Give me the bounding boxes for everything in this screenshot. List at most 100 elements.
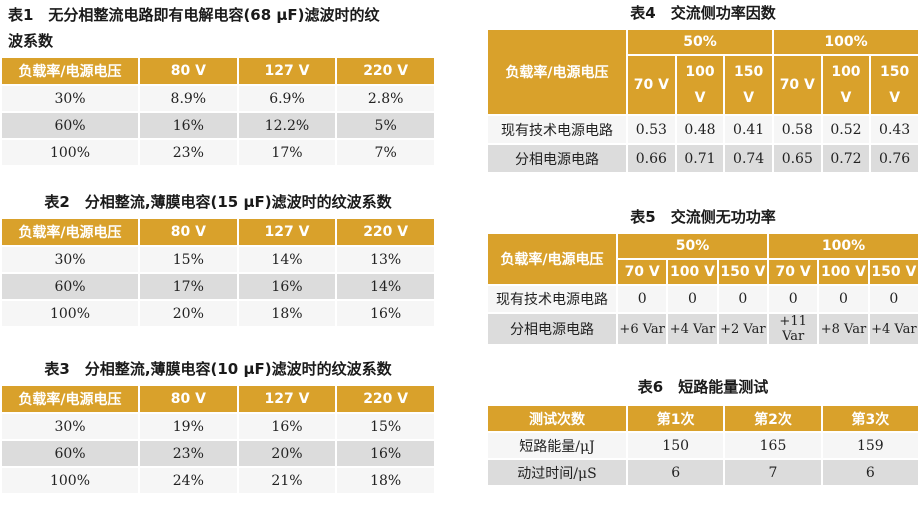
table-cell: 23% bbox=[140, 441, 237, 466]
table4-subheader-cell: 70 V bbox=[773, 56, 821, 114]
table-cell: 0.43 bbox=[871, 116, 918, 143]
table-cell: 0.41 bbox=[725, 116, 772, 143]
table2-header-cell: 80 V bbox=[140, 219, 237, 245]
table5-group-row: 负载率/电源电压 50% 100% bbox=[488, 234, 918, 284]
table4-corner-header: 负载率/电源电压 bbox=[488, 30, 626, 114]
table5-subheader-row: 70 V 100 V 150 V 70 V 100 V 150 V bbox=[488, 260, 918, 284]
table-cell: 24% bbox=[140, 468, 237, 493]
table-cell: 30% bbox=[2, 86, 138, 111]
table-cell: 0.65 bbox=[773, 145, 821, 172]
table4-subheader-cell: 150 V bbox=[725, 56, 772, 114]
table2-header-cell: 220 V bbox=[337, 219, 434, 245]
table-row: 60% 16% 12.2% 5% bbox=[2, 113, 434, 138]
table-row: 现有技术电源电路 0 0 0 0 0 0 bbox=[488, 286, 918, 312]
table4-group-header: 50% bbox=[628, 30, 772, 54]
table1-caption-line1: 表1 无分相整流电路即有电解电容(68 μF)滤波时的纹 bbox=[8, 6, 380, 24]
table-row: 现有技术电源电路 0.53 0.48 0.41 0.58 0.52 0.43 bbox=[488, 116, 918, 143]
table-row: 30% 8.9% 6.9% 2.8% bbox=[2, 86, 434, 111]
table-row: 分相电源电路 0.66 0.71 0.74 0.65 0.72 0.76 bbox=[488, 145, 918, 172]
table-row: 动过时间/μS 6 7 6 bbox=[488, 460, 918, 485]
table-cell: 100% bbox=[2, 468, 138, 493]
table-cell: 0.53 bbox=[628, 116, 675, 143]
table6-header-row: 测试次数 第1次 第2次 第3次 bbox=[488, 406, 918, 431]
table-cell: 8.9% bbox=[140, 86, 237, 111]
table-cell: 18% bbox=[238, 301, 336, 326]
table-cell: 0.48 bbox=[676, 116, 724, 143]
row-label: 现有技术电源电路 bbox=[488, 286, 616, 312]
table-cell: 15% bbox=[337, 414, 434, 439]
table-cell: 0.66 bbox=[628, 145, 675, 172]
table-cell: 5% bbox=[337, 113, 434, 138]
table3-caption: 表3 分相整流,薄膜电容(10 μF)滤波时的纹波系数 bbox=[44, 360, 392, 378]
table-cell: 16% bbox=[140, 113, 237, 138]
table-cell: 15% bbox=[140, 247, 237, 272]
table4-group-header: 100% bbox=[773, 30, 918, 54]
table-cell: 21% bbox=[238, 468, 336, 493]
table-cell: 0.58 bbox=[773, 116, 821, 143]
table-cell: 60% bbox=[2, 113, 138, 138]
table-cell: 14% bbox=[238, 247, 336, 272]
table-cell: 60% bbox=[2, 441, 138, 466]
table4-block: 表4 交流侧功率因数 负载率/电源电压 50% 100% 70 V 100 V … bbox=[486, 0, 920, 174]
table-cell: 0 bbox=[618, 286, 667, 312]
table-cell: 150 bbox=[628, 433, 724, 458]
table-cell: 23% bbox=[140, 140, 237, 165]
table-cell: 0 bbox=[819, 286, 868, 312]
table-cell: 100% bbox=[2, 301, 138, 326]
table-cell: 0 bbox=[718, 286, 767, 312]
table2: 负载率/电源电压 80 V 127 V 220 V 30% 15% 14% 13… bbox=[0, 217, 436, 328]
table1-header-cell: 80 V bbox=[140, 58, 237, 84]
table6: 测试次数 第1次 第2次 第3次 短路能量/μJ 150 165 159 动过时… bbox=[486, 404, 920, 487]
table5-subheader-cell: 150 V bbox=[869, 260, 918, 284]
table-cell: 7 bbox=[725, 460, 821, 485]
row-label: 现有技术电源电路 bbox=[488, 116, 626, 143]
table-cell: 20% bbox=[238, 441, 336, 466]
table-row: 分相电源电路 +6 Var +4 Var +2 Var +11 Var +8 V… bbox=[488, 314, 918, 344]
table5-group-header: 100% bbox=[768, 234, 918, 258]
table-cell: 16% bbox=[238, 274, 336, 299]
table-cell: 0 bbox=[668, 286, 717, 312]
table-cell: 30% bbox=[2, 414, 138, 439]
right-column: 表4 交流侧功率因数 负载率/电源电压 50% 100% 70 V 100 V … bbox=[486, 0, 920, 487]
table-cell: 14% bbox=[337, 274, 434, 299]
table6-header-cell: 测试次数 bbox=[488, 406, 626, 431]
table3-block: 表3 分相整流,薄膜电容(10 μF)滤波时的纹波系数 负载率/电源电压 80 … bbox=[0, 358, 436, 495]
table1-header-cell: 127 V bbox=[238, 58, 336, 84]
table-cell: 0.71 bbox=[676, 145, 724, 172]
table6-caption: 表6 短路能量测试 bbox=[637, 378, 769, 396]
table5: 负载率/电源电压 50% 100% 70 V 100 V 150 V 70 V … bbox=[486, 232, 920, 346]
table-cell: 6 bbox=[822, 460, 918, 485]
table-row: 100% 24% 21% 18% bbox=[2, 468, 434, 493]
row-label: 分相电源电路 bbox=[488, 314, 616, 344]
table-cell: 0 bbox=[768, 286, 818, 312]
table-row: 30% 15% 14% 13% bbox=[2, 247, 434, 272]
table6-block: 表6 短路能量测试 测试次数 第1次 第2次 第3次 短路能量/μJ 150 1… bbox=[486, 376, 920, 487]
table4-subheader-cell: 100 V bbox=[676, 56, 724, 114]
table1-header-cell: 负载率/电源电压 bbox=[2, 58, 138, 84]
table-row: 100% 23% 17% 7% bbox=[2, 140, 434, 165]
table6-header-cell: 第3次 bbox=[822, 406, 918, 431]
row-label: 分相电源电路 bbox=[488, 145, 626, 172]
table-cell: +8 Var bbox=[819, 314, 868, 344]
table2-header-cell: 负载率/电源电压 bbox=[2, 219, 138, 245]
table-cell: 2.8% bbox=[337, 86, 434, 111]
table-cell: 0.74 bbox=[725, 145, 772, 172]
table4-subheader-row: 70 V 100 V 150 V 70 V 100 V 150 V bbox=[488, 56, 918, 114]
table4-subheader-cell: 100 V bbox=[822, 56, 870, 114]
table-cell: 13% bbox=[337, 247, 434, 272]
table-row: 60% 23% 20% 16% bbox=[2, 441, 434, 466]
table5-subheader-cell: 100 V bbox=[819, 260, 868, 284]
table-cell: 0.52 bbox=[822, 116, 870, 143]
table1-header-row: 负载率/电源电压 80 V 127 V 220 V bbox=[2, 58, 434, 84]
table6-header-cell: 第1次 bbox=[628, 406, 724, 431]
table-row: 100% 20% 18% 16% bbox=[2, 301, 434, 326]
table-cell: 0 bbox=[869, 286, 918, 312]
table-cell: 6.9% bbox=[238, 86, 336, 111]
table3-header-cell: 220 V bbox=[337, 386, 434, 412]
table-cell: 17% bbox=[238, 140, 336, 165]
table1-caption-line2: 波系数 bbox=[8, 32, 54, 50]
table3-header-cell: 负载率/电源电压 bbox=[2, 386, 138, 412]
table4-subheader-cell: 150 V bbox=[871, 56, 918, 114]
table5-subheader-cell: 70 V bbox=[768, 260, 818, 284]
table5-group-header: 50% bbox=[618, 234, 767, 258]
